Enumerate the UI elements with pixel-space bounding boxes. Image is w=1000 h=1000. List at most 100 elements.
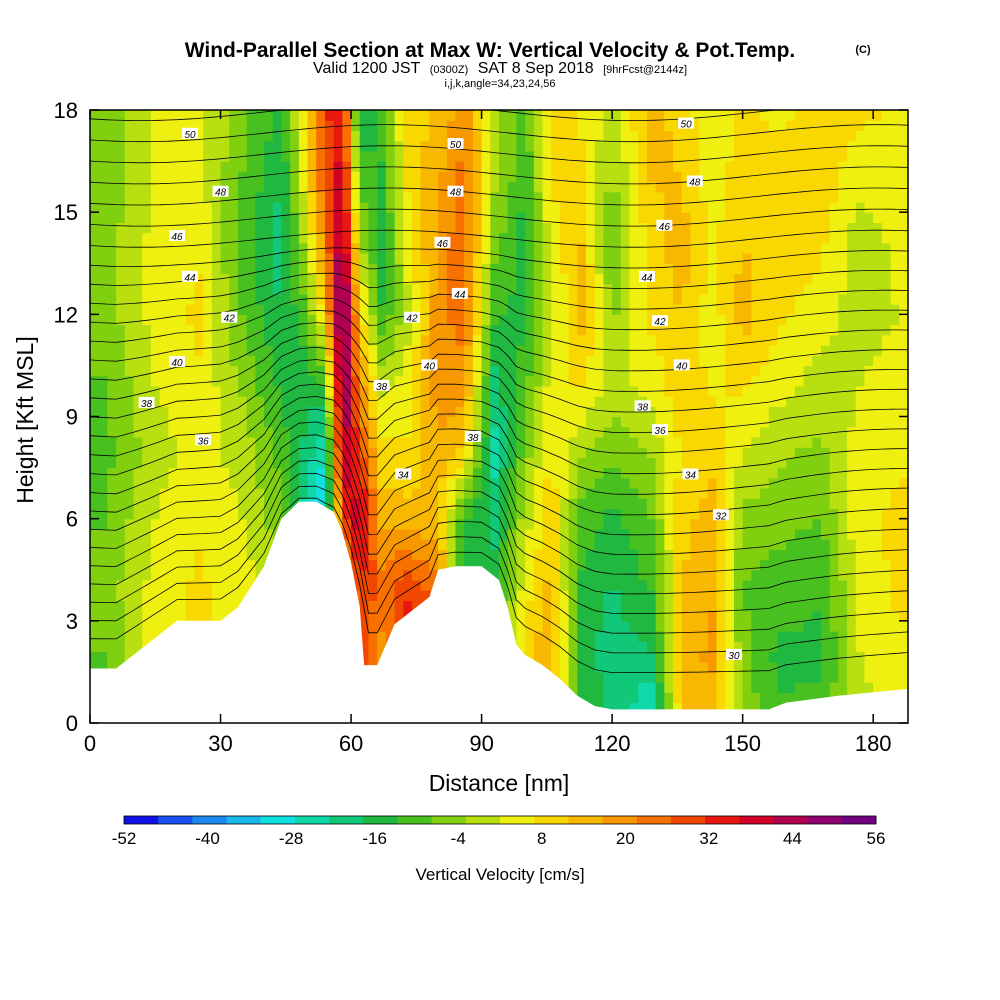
field-cell <box>612 140 622 152</box>
field-cell <box>577 344 587 356</box>
field-cell <box>612 702 622 714</box>
field-cell <box>638 232 648 244</box>
field-cell <box>368 641 378 653</box>
field-cell <box>107 314 117 326</box>
field-cell <box>594 447 605 458</box>
field-cell <box>742 702 752 714</box>
field-cell <box>760 569 770 581</box>
field-cell <box>342 212 352 223</box>
field-cell <box>760 324 770 336</box>
field-cell <box>716 631 726 642</box>
field-cell <box>177 569 187 581</box>
field-cell <box>307 314 317 326</box>
field-cell <box>298 314 309 326</box>
field-cell <box>394 110 404 121</box>
field-cell <box>690 396 700 407</box>
field-cell <box>577 365 587 377</box>
field-cell <box>603 641 613 653</box>
field-cell <box>185 385 196 397</box>
field-cell <box>333 273 343 285</box>
field-cell <box>351 436 361 448</box>
field-cell <box>133 232 143 244</box>
field-cell <box>420 222 430 234</box>
field-cell <box>681 590 692 601</box>
field-cell <box>699 110 709 121</box>
field-cell <box>533 191 544 203</box>
field-cell <box>490 559 500 571</box>
field-cell <box>586 242 596 254</box>
field-cell <box>533 651 544 663</box>
field-cell <box>455 559 465 571</box>
field-cell <box>559 201 570 213</box>
field-cell <box>368 324 378 336</box>
field-cell <box>716 150 726 162</box>
field-cell <box>481 498 491 510</box>
field-cell <box>603 702 613 714</box>
field-cell <box>725 242 735 254</box>
field-cell <box>533 304 544 315</box>
field-cell <box>751 426 761 438</box>
field-cell <box>542 140 552 152</box>
field-cell <box>681 181 692 193</box>
field-cell <box>98 140 108 152</box>
field-cell <box>351 355 361 367</box>
field-cell <box>542 150 552 162</box>
field-cell <box>777 477 787 489</box>
field-cell <box>307 488 317 499</box>
field-cell <box>237 324 248 336</box>
field-cell <box>586 590 596 601</box>
field-cell <box>516 569 526 581</box>
field-cell <box>803 692 813 704</box>
field-cell <box>368 457 378 469</box>
field-cell <box>272 467 283 479</box>
field-cell <box>612 641 622 653</box>
field-cell <box>577 334 587 346</box>
field-cell <box>351 171 361 183</box>
field-cell <box>586 232 596 244</box>
field-cell <box>229 273 239 285</box>
field-cell <box>603 161 613 172</box>
field-cell <box>777 620 787 632</box>
field-cell <box>516 110 526 121</box>
field-cell <box>394 426 404 438</box>
field-cell <box>177 467 187 479</box>
field-cell <box>264 355 274 367</box>
field-cell <box>333 396 343 407</box>
field-cell <box>185 283 196 295</box>
field-cell <box>272 457 283 469</box>
field-cell <box>777 569 787 581</box>
field-cell <box>90 263 100 275</box>
field-cell <box>646 457 657 469</box>
field-cell <box>194 426 204 438</box>
field-cell <box>542 375 552 387</box>
field-cell <box>194 171 204 183</box>
field-cell <box>707 293 718 305</box>
field-cell <box>290 365 300 377</box>
field-cell <box>368 406 378 418</box>
field-cell <box>533 232 544 244</box>
field-cell <box>185 559 196 571</box>
field-cell <box>690 232 700 244</box>
field-cell <box>516 416 526 428</box>
field-cell <box>751 171 761 183</box>
field-cell <box>472 283 483 295</box>
field-cell <box>446 253 457 264</box>
field-cell <box>394 171 404 183</box>
field-cell <box>272 488 283 499</box>
field-cell <box>751 396 761 407</box>
field-cell <box>673 242 683 254</box>
field-cell <box>90 212 100 223</box>
field-cell <box>307 334 317 346</box>
field-cell <box>559 457 570 469</box>
field-cell <box>324 426 335 438</box>
field-cell <box>464 518 474 530</box>
field-cell <box>768 344 779 356</box>
field-cell <box>150 457 161 469</box>
field-cell <box>620 641 631 653</box>
field-cell <box>803 232 813 244</box>
field-cell <box>246 579 256 591</box>
field-cell <box>464 334 474 346</box>
field-cell <box>98 651 108 663</box>
field-cell <box>281 161 291 172</box>
field-cell <box>481 171 491 183</box>
